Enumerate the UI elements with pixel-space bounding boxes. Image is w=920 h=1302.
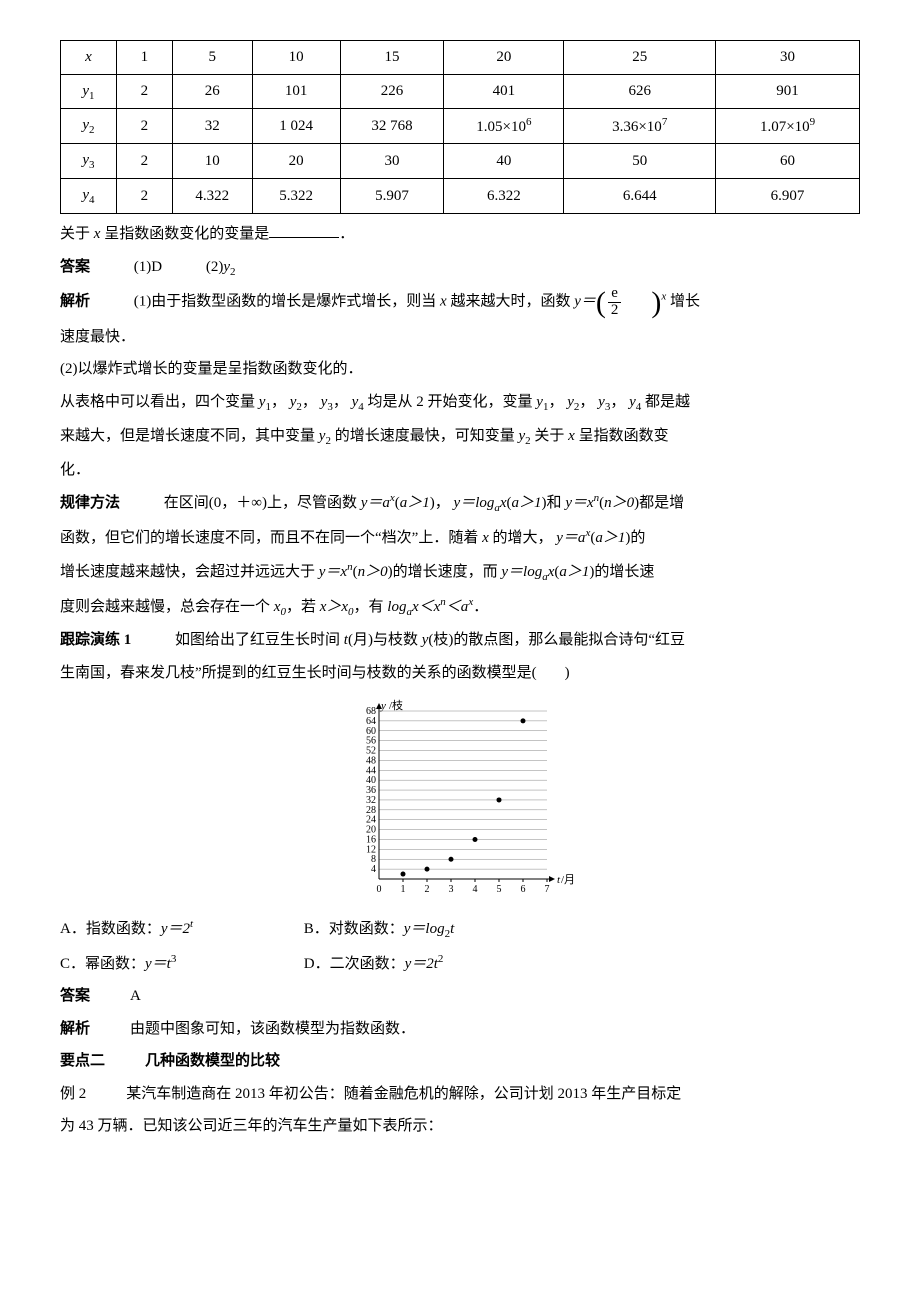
svg-text:6: 6 bbox=[521, 884, 526, 895]
svg-text:5: 5 bbox=[497, 884, 502, 895]
svg-text:60: 60 bbox=[366, 726, 376, 737]
table-row: y1 2 26 101 226 401 626 901 bbox=[61, 74, 860, 109]
svg-text:8: 8 bbox=[371, 855, 376, 866]
table-row: x 1 5 10 15 20 25 30 bbox=[61, 41, 860, 75]
svg-text:2: 2 bbox=[425, 884, 430, 895]
svg-text:y: y bbox=[380, 700, 386, 712]
svg-text:12: 12 bbox=[366, 845, 376, 856]
svg-text:20: 20 bbox=[366, 825, 376, 836]
rule-method: 规律方法 在区间(0，＋∞)上，尽管函数 y＝ax(a＞1)， y＝logax(… bbox=[60, 488, 860, 519]
option-b: B．对数函数： bbox=[304, 921, 404, 937]
point-two: 要点二几种函数模型的比较 bbox=[60, 1047, 860, 1076]
option-row-1: A．指数函数：y＝2t B．对数函数：y＝log2t bbox=[60, 914, 860, 945]
fill-blank bbox=[269, 223, 339, 238]
svg-text:36: 36 bbox=[366, 785, 376, 796]
svg-text:44: 44 bbox=[366, 766, 376, 777]
rule-method-4: 度则会越来越慢，总会存在一个 x0，若 x＞x0，有 logax＜xn＜ax． bbox=[60, 592, 860, 623]
svg-text:64: 64 bbox=[366, 716, 376, 727]
col-x: x bbox=[85, 49, 92, 65]
svg-text:48: 48 bbox=[366, 756, 376, 767]
analysis-3: 从表格中可以看出，四个变量 y1， y2， y3， y4 均是从 2 开始变化，… bbox=[60, 388, 860, 418]
svg-text:1: 1 bbox=[401, 884, 406, 895]
example-2b: 为 43 万辆．已知该公司近三年的汽车生产量如下表所示： bbox=[60, 1112, 860, 1141]
svg-text:3: 3 bbox=[449, 884, 454, 895]
svg-text:16: 16 bbox=[366, 835, 376, 846]
analysis-2: (2)以爆炸式增长的变量是呈指数函数变化的． bbox=[60, 355, 860, 384]
analysis-ans2: 解析由题中图象可知，该函数模型为指数函数． bbox=[60, 1015, 860, 1044]
question-text: 关于 x 呈指数函数变化的变量是． bbox=[60, 220, 860, 249]
svg-text:68: 68 bbox=[366, 706, 376, 717]
svg-text:/月: /月 bbox=[561, 874, 575, 886]
track-practice: 跟踪演练 1 如图给出了红豆生长时间 t(月)与枝数 y(枝)的散点图，那么最能… bbox=[60, 626, 860, 655]
rule-method-2: 函数，但它们的增长速度不同，而且不在同一个“档次”上．随着 x 的增大， y＝a… bbox=[60, 523, 860, 553]
svg-text:40: 40 bbox=[366, 776, 376, 787]
svg-text:0: 0 bbox=[377, 884, 382, 895]
svg-text:4: 4 bbox=[371, 865, 376, 876]
svg-text:24: 24 bbox=[366, 815, 376, 826]
rule-method-3: 增长速度越来越快，会超过并远远大于 y＝xn(n＞0)的增长速度，而 y＝log… bbox=[60, 557, 860, 588]
option-a: A．指数函数： bbox=[60, 921, 161, 937]
answer-2: 答案A bbox=[60, 982, 860, 1011]
example-2: 例 2某汽车制造商在 2013 年初公告：随着金融危机的解除，公司计划 2013… bbox=[60, 1080, 860, 1109]
answer-line: 答案 (1)D (2)y2 bbox=[60, 253, 860, 283]
table-row: y2 2 32 1 024 32 768 1.05×106 3.36×107 1… bbox=[61, 109, 860, 144]
svg-text:52: 52 bbox=[366, 746, 376, 757]
scatter-chart: 4812162024283236404448525660646801234567… bbox=[60, 697, 860, 908]
analysis-3b: 来越大，但是增长速度不同，其中变量 y2 的增长速度最快，可知变量 y2 关于 … bbox=[60, 422, 860, 452]
analysis-1b: 速度最快． bbox=[60, 323, 860, 352]
svg-text:/枝: /枝 bbox=[389, 698, 403, 712]
option-d: D．二次函数： bbox=[304, 956, 405, 972]
table-row: y3 2 10 20 30 40 50 60 bbox=[61, 144, 860, 179]
svg-text:32: 32 bbox=[366, 795, 376, 806]
data-table: x 1 5 10 15 20 25 30 y1 2 26 101 226 401… bbox=[60, 40, 860, 214]
option-row-2: C．幂函数：y＝t3 D．二次函数：y＝2t2 bbox=[60, 949, 860, 979]
analysis-3c: 化． bbox=[60, 456, 860, 485]
svg-text:28: 28 bbox=[366, 805, 376, 816]
svg-text:7: 7 bbox=[545, 884, 550, 895]
svg-text:56: 56 bbox=[366, 736, 376, 747]
table-row: y4 2 4.322 5.322 5.907 6.322 6.644 6.907 bbox=[61, 179, 860, 214]
track-practice-2: 生南国，春来发几枝”所提到的红豆生长时间与枝数的关系的函数模型是() bbox=[60, 659, 860, 688]
svg-text:4: 4 bbox=[473, 884, 478, 895]
analysis-1: 解析 (1)由于指数型函数的增长是爆炸式增长，则当 x 越来越大时，函数 y＝(… bbox=[60, 286, 860, 319]
option-c: C．幂函数： bbox=[60, 956, 145, 972]
